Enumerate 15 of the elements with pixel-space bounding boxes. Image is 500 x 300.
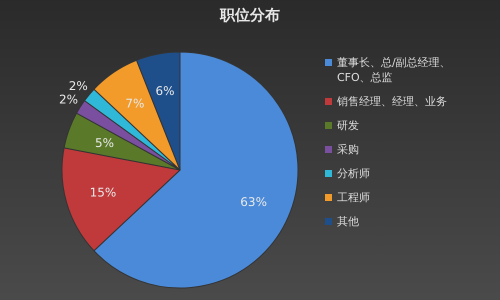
legend-label: 采购 <box>337 142 360 157</box>
slice-label: 董事长、总/副总经理、CFO、总监 <box>337 55 452 85</box>
legend-label: 其他 <box>337 214 360 229</box>
data-label: 2% <box>59 92 78 106</box>
legend-label: 研发 <box>337 118 360 133</box>
data-label: 15% <box>90 185 116 200</box>
chart-title: 职位分布 <box>218 6 281 25</box>
data-label: 7% <box>125 96 144 111</box>
data-label: 5% <box>94 136 114 150</box>
data-label: 2% <box>68 78 88 93</box>
legend-label: 分析师 <box>337 166 371 181</box>
data-label: 6% <box>155 84 174 98</box>
data-label: 63% <box>240 194 267 209</box>
legend-label: 工程师 <box>337 190 371 205</box>
legend-label: 销售经理、经理、业务 <box>337 94 448 109</box>
